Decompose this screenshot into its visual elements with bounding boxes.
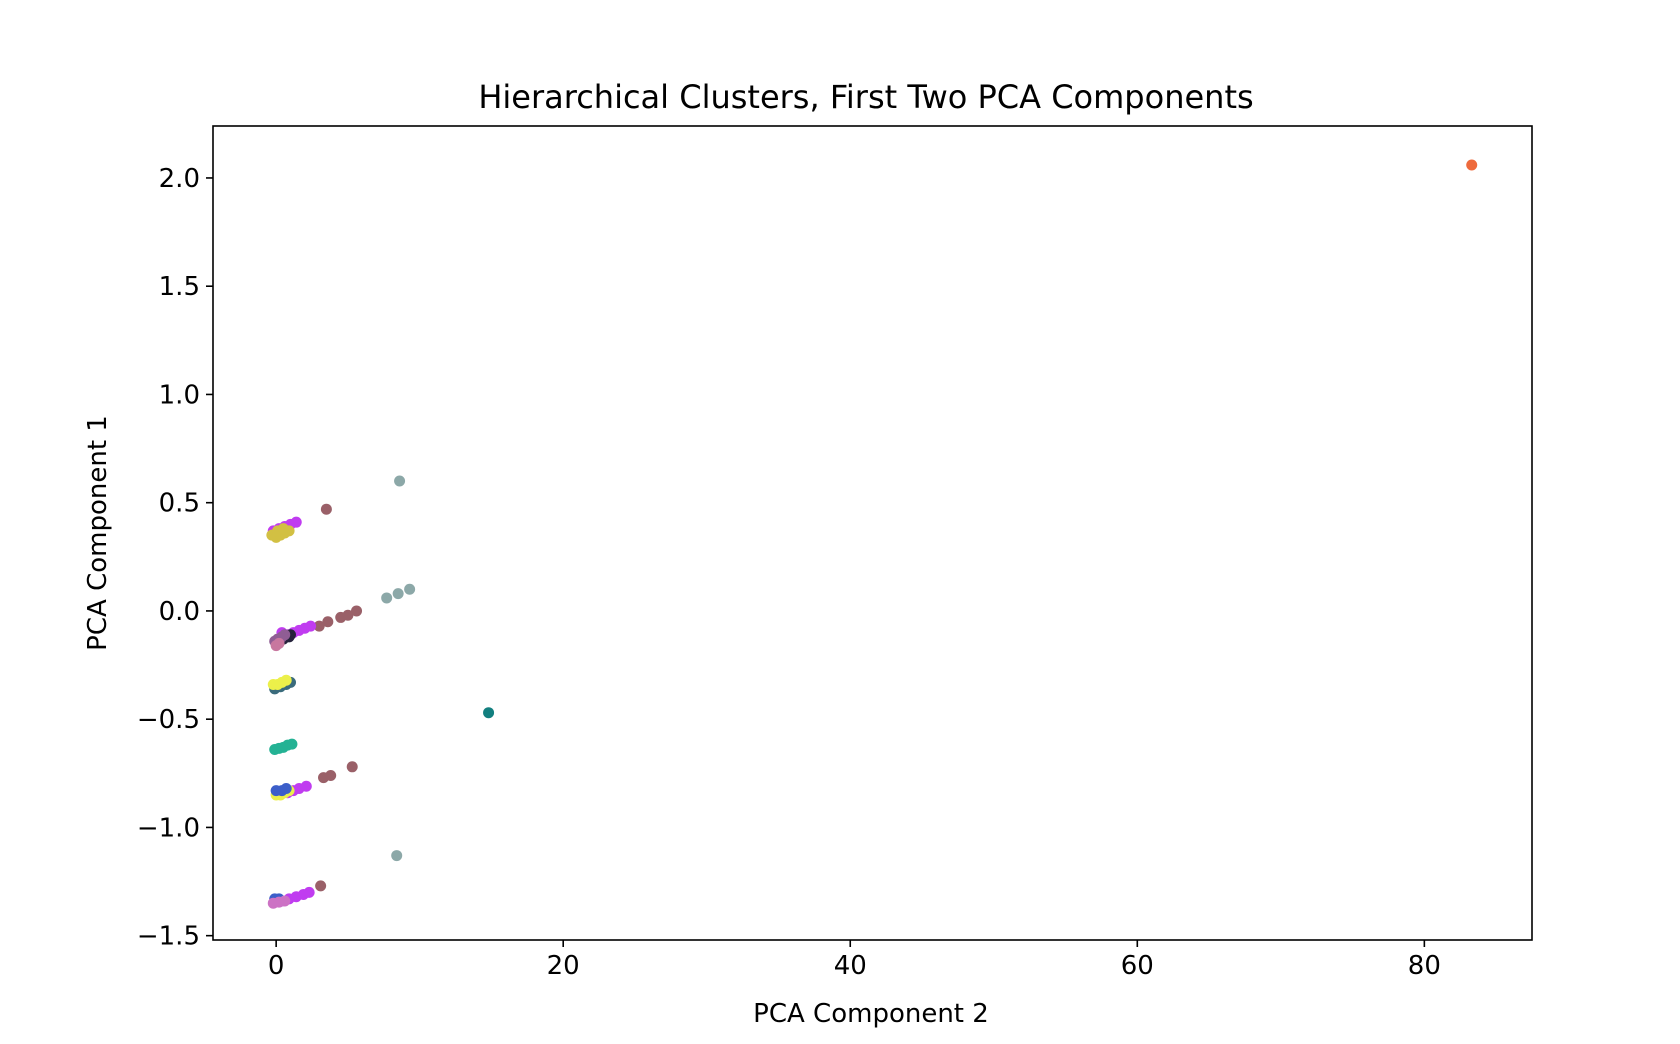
data-point [277,523,289,535]
data-point [280,782,292,794]
data-points [266,159,1478,909]
data-point [322,616,334,628]
data-point [483,707,495,719]
data-point [325,769,337,781]
data-point [286,738,298,750]
x-tick-label: 60 [1121,951,1154,981]
y-tick-label: 0.0 [159,597,200,627]
data-point [391,850,403,862]
data-point [346,761,358,773]
y-tick-label: −1.0 [137,813,200,843]
data-point [305,620,317,632]
data-point [320,503,332,515]
data-point [300,780,312,792]
y-axis-label: PCA Component 1 [83,415,113,651]
y-tick-label: 1.0 [159,380,200,410]
x-tick-label: 0 [268,951,285,981]
data-point [273,637,285,649]
data-point [404,583,416,595]
x-tick-label: 20 [547,951,580,981]
data-point [303,886,315,898]
data-point [342,609,354,621]
x-tick-label: 40 [834,951,867,981]
y-tick-label: 1.5 [159,272,200,302]
data-point [394,475,406,487]
data-point [315,880,327,892]
y-tick-label: 0.5 [159,489,200,519]
plot-area-frame [212,125,1533,941]
data-point [280,674,292,686]
data-point [279,629,291,641]
data-point [1466,159,1478,171]
y-tick-label: −0.5 [137,705,200,735]
y-tick-label: 2.0 [159,164,200,194]
data-point [351,605,363,617]
y-axis: −1.5 −1.0 −0.5 0.0 0.5 1.0 1.5 2.0 [137,164,213,952]
x-tick-label: 80 [1408,951,1441,981]
data-point [392,588,404,600]
data-point [313,620,325,632]
x-axis: 0 20 40 60 80 [268,940,1441,981]
data-point [279,895,291,907]
y-tick-label: −1.5 [137,922,200,952]
data-point [290,516,302,528]
data-point [381,592,393,604]
chart-title: Hierarchical Clusters, First Two PCA Com… [478,78,1253,116]
x-axis-label: PCA Component 2 [753,999,989,1029]
